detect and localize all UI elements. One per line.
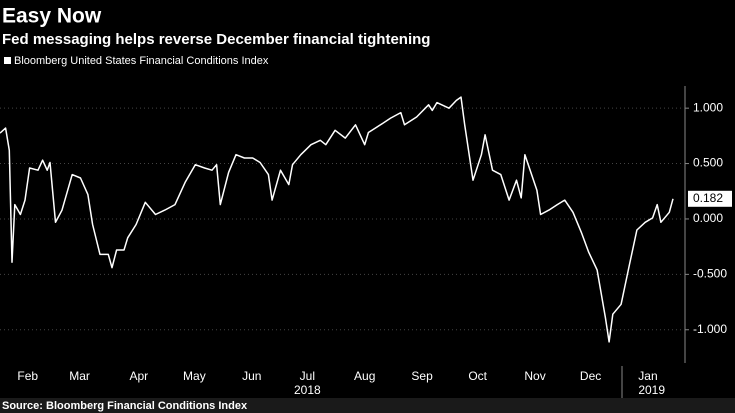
year-label: 2019	[638, 383, 665, 397]
legend-label: Bloomberg United States Financial Condit…	[14, 55, 269, 67]
source-band	[0, 398, 735, 413]
x-tick-label: May	[183, 369, 206, 383]
x-tick-label: Jan	[638, 369, 657, 383]
y-tick-label: -0.500	[693, 267, 727, 281]
chart-title: Easy Now	[2, 5, 102, 28]
series-line	[0, 96, 674, 343]
year-label: 2018	[294, 383, 321, 397]
last-value-box	[688, 190, 732, 207]
x-tick-label: Nov	[524, 369, 545, 383]
y-tick-label: 0.000	[693, 211, 723, 225]
x-tick-label: Oct	[468, 369, 487, 383]
y-tick-label: -1.000	[693, 322, 727, 336]
y-tick-label: 0.500	[693, 156, 723, 170]
x-tick-label: Aug	[354, 369, 375, 383]
x-tick-label: Jul	[300, 369, 315, 383]
source: Source: Bloomberg Financial Conditions I…	[2, 400, 248, 412]
x-tick-label: Dec	[580, 369, 601, 383]
last-value-label: 0.182	[693, 191, 723, 205]
y-tick-label: 1.000	[693, 100, 723, 114]
legend-swatch	[4, 57, 11, 64]
chart-subtitle: Fed messaging helps reverse December fin…	[2, 31, 430, 48]
x-tick-label: Apr	[130, 369, 149, 383]
x-tick-label: Jun	[242, 369, 261, 383]
x-tick-label: Feb	[17, 369, 38, 383]
x-tick-label: Sep	[411, 369, 433, 383]
x-tick-label: Mar	[69, 369, 90, 383]
